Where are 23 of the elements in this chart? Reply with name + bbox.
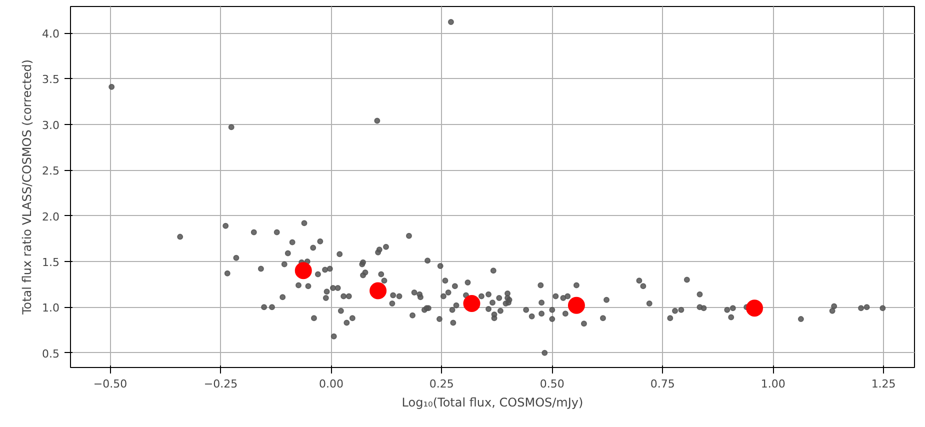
x-tick-label: −0.50 xyxy=(93,378,128,390)
point xyxy=(370,282,387,300)
y-tick-label: 2.5 xyxy=(42,164,60,178)
point xyxy=(568,296,585,314)
point xyxy=(463,295,480,312)
y-axis-title: Total flux ratio VLASS/COSMOS (corrected) xyxy=(20,59,34,316)
x-tick-label: −0.25 xyxy=(204,378,238,390)
x-tick-label: 0.25 xyxy=(429,378,454,390)
x-tick-label: 0.00 xyxy=(318,378,344,390)
y-tick-label: 1.0 xyxy=(42,302,60,315)
x-axis-title: Log₁₀(Total flux, COSMOS/mJy) xyxy=(402,396,584,410)
x-tick-label: 1.00 xyxy=(760,378,786,390)
point xyxy=(294,262,312,280)
y-tick-label: 3.0 xyxy=(42,118,60,132)
y-tick-label: 0.5 xyxy=(42,347,60,360)
y-tick-label: 2.0 xyxy=(42,210,60,224)
point xyxy=(746,300,764,317)
x-tick-label: 1.25 xyxy=(871,378,896,390)
y-tick-label: 4.0 xyxy=(42,28,60,41)
x-tick-label: 0.50 xyxy=(540,378,564,390)
y-tick-label: 3.5 xyxy=(42,73,60,86)
x-tick-label: 0.75 xyxy=(650,378,675,390)
y-tick-label: 1.5 xyxy=(42,256,60,269)
